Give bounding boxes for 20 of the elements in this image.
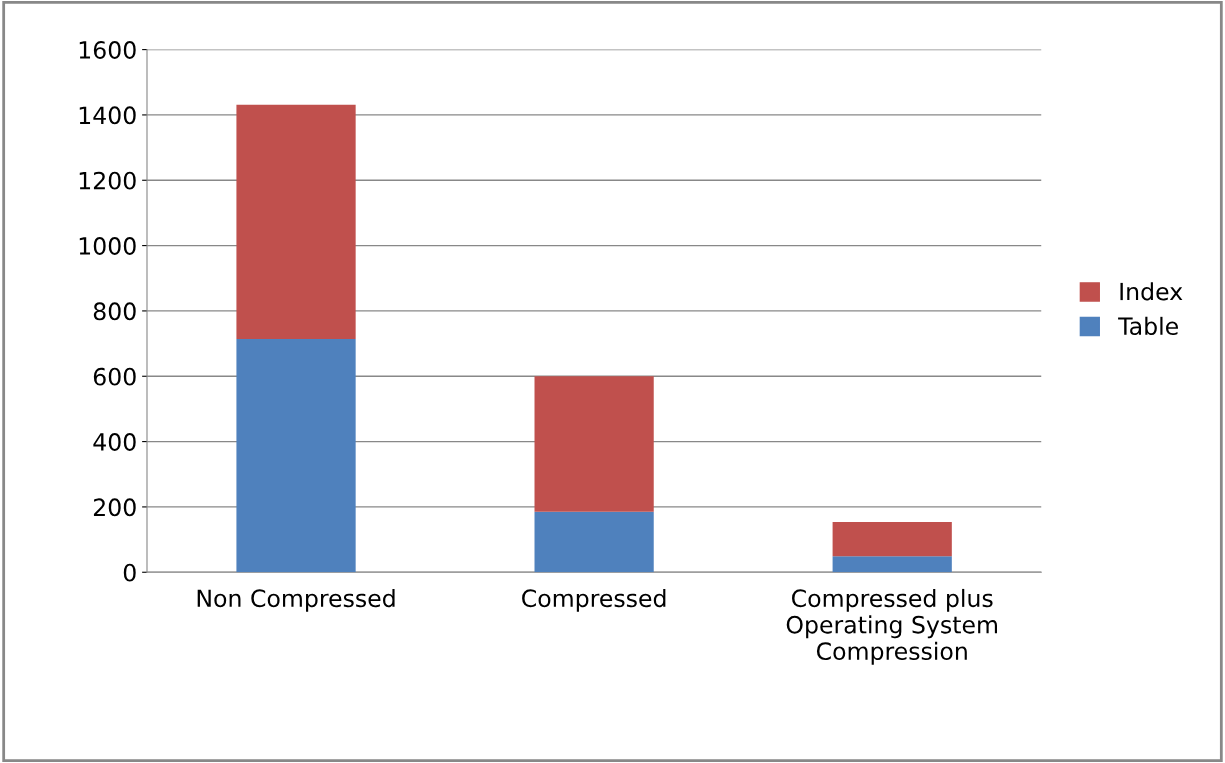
y-tick-label: 1600 [79,41,136,59]
y-tick-label: 1400 [79,106,136,125]
bar [236,104,356,340]
y-tick-label: 1200 [79,171,136,190]
bar [832,556,952,573]
y-tick-label: 1000 [79,237,136,255]
y-tick-label: 400 [93,433,136,451]
bar [534,511,654,573]
bar [832,521,952,557]
y-tick-label: 600 [93,367,136,386]
x-tick-label: Compressed plus Operating System Compression [786,588,997,665]
y-tick-label: 200 [93,498,136,517]
y-tick-label: 0 [123,563,136,582]
x-tick-label: Non Compressed [197,588,395,612]
y-tick-label: 800 [93,302,136,321]
bar [534,376,654,512]
legend-label: Index [1120,282,1183,301]
legend-label: Table [1118,316,1178,336]
bar [236,339,356,573]
x-tick-label: Compressed [522,588,666,612]
